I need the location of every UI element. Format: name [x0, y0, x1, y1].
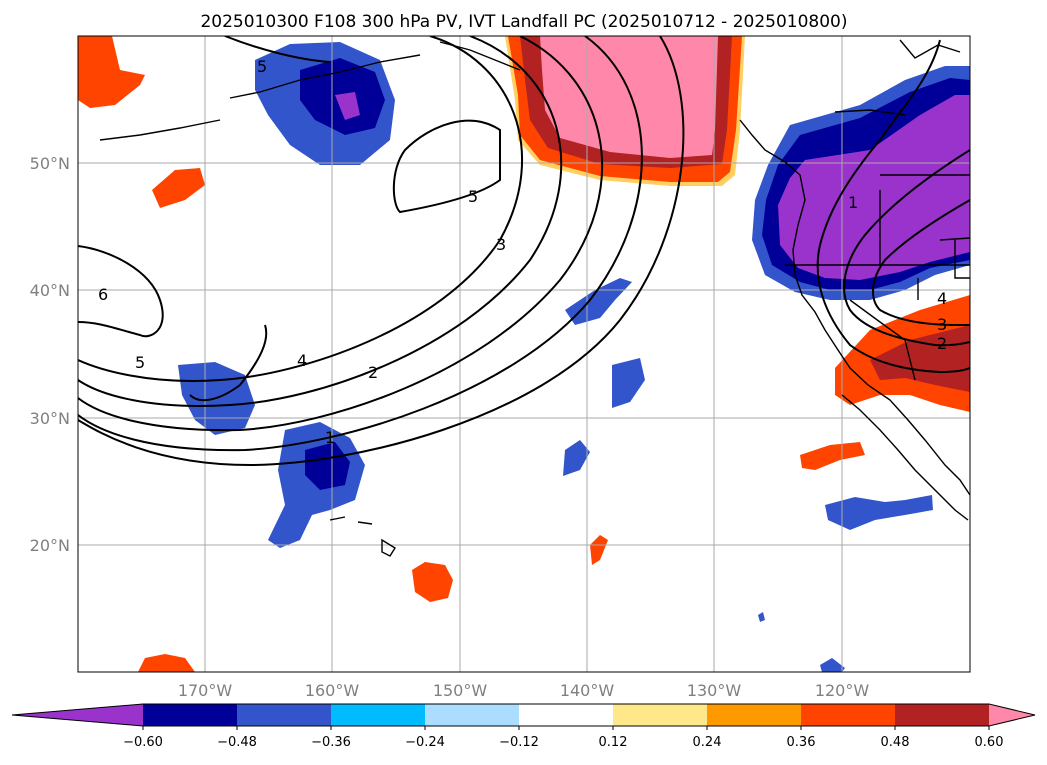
colorbar-tick-label: 0.60 [975, 735, 1004, 750]
contour-label: 5 [468, 187, 478, 206]
colorbar-segment [331, 704, 426, 726]
lon-label: 120°W [815, 681, 870, 700]
colorbar-segment [613, 704, 708, 726]
lat-label: 30°N [30, 409, 70, 428]
lon-labels: 170°W 160°W 150°W 140°W 130°W 120°W [178, 681, 870, 700]
colorbar-tick-label: 0.24 [693, 735, 722, 750]
colorbar-extend-high [989, 704, 1035, 726]
colorbar-tick-label: −0.12 [499, 735, 539, 750]
contour-label: 5 [257, 57, 267, 76]
contour-label: 3 [496, 235, 506, 254]
colorbar-tick-label: −0.36 [311, 735, 351, 750]
colorbar-segment [707, 704, 802, 726]
lat-label: 50°N [30, 154, 70, 173]
lon-label: 170°W [178, 681, 233, 700]
colorbar-tick-label: −0.48 [217, 735, 257, 750]
lon-label: 160°W [305, 681, 360, 700]
lon-label: 130°W [687, 681, 742, 700]
contour-label: 2 [937, 334, 947, 353]
contour-label: 4 [937, 289, 947, 308]
contour-label: 5 [135, 353, 145, 372]
contour-label: 6 [98, 285, 108, 304]
lat-label: 20°N [30, 536, 70, 555]
figure-title: 2025010300 F108 300 hPa PV, IVT Landfall… [200, 12, 847, 32]
contour-label: 1 [848, 193, 858, 212]
colorbar-tick-label: 0.12 [599, 735, 628, 750]
colorbar: −0.60 −0.48 −0.36 −0.24 −0.12 0.12 0.24 0.36 0.4… [11, 703, 1036, 750]
map-frame [77, 35, 971, 673]
pv-contours [78, 36, 970, 467]
colorbar-segment [895, 704, 990, 726]
contour-label: 2 [368, 363, 378, 382]
colorbar-segment [237, 704, 332, 726]
colorbar-tick-label: 0.36 [787, 735, 816, 750]
lon-label: 140°W [560, 681, 615, 700]
lat-labels: 50°N 40°N 30°N 20°N [30, 154, 70, 555]
colorbar-tick-label: 0.48 [881, 735, 910, 750]
colorbar-tick-label: −0.24 [405, 735, 445, 750]
lat-label: 40°N [30, 281, 70, 300]
contour-label: 3 [937, 315, 947, 334]
contour-label-group: 5 5 3 6 5 4 2 1 1 4 3 2 [98, 57, 947, 447]
colorbar-segment [143, 704, 238, 726]
colorbar-tick-label: −0.60 [123, 735, 163, 750]
shaded-field [78, 36, 970, 672]
map-panel: 5 5 3 6 5 4 2 1 1 4 3 2 [77, 35, 971, 673]
colorbar-extend-low [12, 704, 143, 726]
contour-label: 1 [325, 428, 335, 447]
contour-label: 4 [297, 351, 307, 370]
colorbar-segment [519, 704, 614, 726]
lon-label: 150°W [433, 681, 488, 700]
colorbar-segment [425, 704, 520, 726]
colorbar-segment [801, 704, 896, 726]
